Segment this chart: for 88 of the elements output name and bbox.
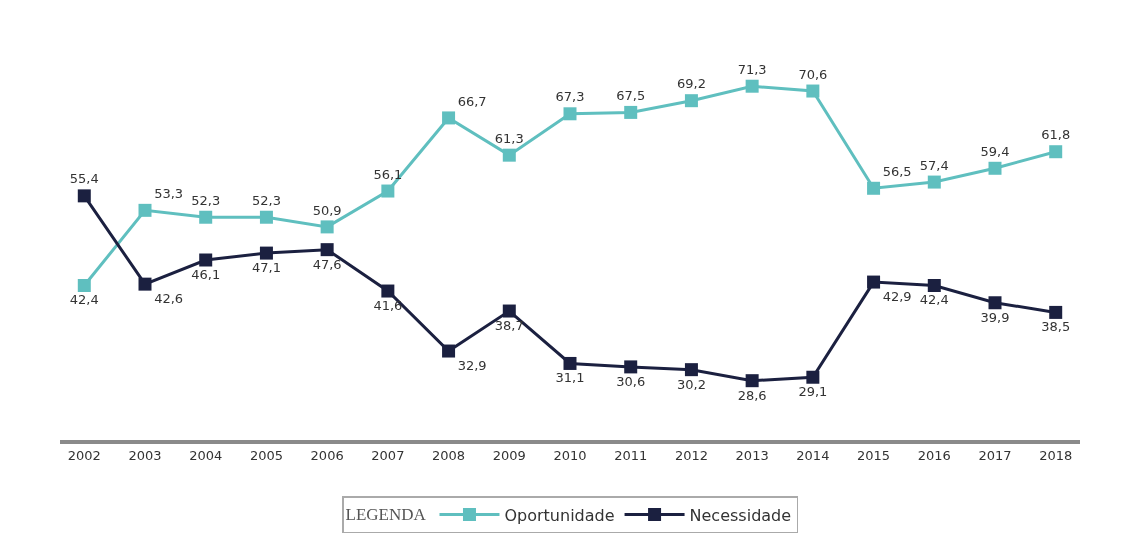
point — [988, 161, 1002, 175]
point — [1049, 305, 1063, 319]
x-tick-label: 2010 — [553, 447, 587, 463]
point — [77, 189, 91, 203]
data-label: 67,3 — [555, 89, 585, 105]
x-tick-label: 2013 — [735, 447, 769, 463]
point — [988, 296, 1002, 310]
data-label: 59,4 — [980, 143, 1010, 159]
x-tick-label: 2017 — [978, 447, 1012, 463]
data-label: 42,4 — [919, 292, 949, 308]
point — [502, 148, 516, 162]
x-tick-label: 2002 — [67, 447, 101, 463]
point — [745, 374, 759, 388]
legend-label: Necessidade — [689, 505, 792, 525]
data-label: 42,9 — [882, 288, 912, 304]
point — [806, 84, 820, 98]
data-label: 69,2 — [676, 76, 706, 92]
data-label: 66,7 — [457, 93, 487, 109]
point — [624, 105, 638, 119]
data-label: 70,6 — [798, 66, 828, 82]
x-tick-label: 2004 — [189, 447, 223, 463]
point — [259, 246, 273, 260]
data-label: 38,5 — [1041, 319, 1071, 335]
x-tick-label: 2015 — [857, 447, 891, 463]
data-label: 32,9 — [457, 357, 487, 373]
point — [138, 277, 152, 291]
point — [381, 184, 395, 198]
point — [806, 370, 820, 384]
point — [442, 111, 456, 125]
data-label: 61,3 — [494, 130, 524, 146]
point — [320, 220, 334, 234]
legend-label: Oportunidade — [504, 505, 615, 525]
point — [259, 210, 273, 224]
x-tick-label: 2008 — [432, 447, 466, 463]
x-tick-label: 2011 — [614, 447, 648, 463]
point — [381, 284, 395, 298]
x-tick-label: 2009 — [492, 447, 526, 463]
point — [199, 210, 213, 224]
data-label: 31,1 — [555, 370, 585, 386]
data-label: 29,1 — [798, 384, 828, 400]
data-label: 55,4 — [69, 171, 99, 187]
x-tick-label: 2006 — [310, 447, 344, 463]
point — [138, 203, 152, 217]
x-tick-label: 2005 — [249, 447, 283, 463]
data-label: 42,4 — [69, 292, 99, 308]
data-label: 30,6 — [616, 373, 646, 389]
x-tick-label: 2018 — [1039, 447, 1073, 463]
data-label: 47,6 — [312, 256, 342, 272]
data-label: 28,6 — [737, 387, 767, 403]
point — [1049, 145, 1063, 159]
point — [563, 107, 577, 121]
data-label: 42,6 — [154, 291, 184, 307]
x-tick-label: 2016 — [917, 447, 951, 463]
x-tick-label: 2012 — [674, 447, 708, 463]
data-label: 52,3 — [191, 192, 221, 208]
data-label: 30,2 — [676, 376, 706, 392]
x-tick-label: 2003 — [128, 447, 162, 463]
point — [927, 175, 941, 189]
data-label: 61,8 — [1041, 127, 1071, 143]
point — [927, 279, 941, 293]
data-label: 46,1 — [191, 266, 221, 282]
point — [684, 94, 698, 108]
data-label: 71,3 — [737, 61, 767, 77]
point — [77, 279, 91, 293]
data-label: 56,5 — [882, 163, 912, 179]
data-label: 47,1 — [251, 259, 281, 275]
data-label: 53,3 — [154, 185, 184, 201]
data-label: 57,4 — [919, 157, 949, 173]
point — [745, 79, 759, 93]
data-label: 50,9 — [312, 202, 342, 218]
x-tick-label: 2007 — [371, 447, 405, 463]
point — [563, 356, 577, 370]
data-label: 67,5 — [616, 88, 646, 104]
data-label: 56,1 — [373, 166, 403, 182]
data-label: 52,3 — [251, 192, 281, 208]
point — [320, 243, 334, 257]
x-tick-label: 2014 — [796, 447, 830, 463]
legend-title: LEGENDA — [345, 504, 427, 524]
data-label: 38,7 — [494, 317, 524, 333]
data-label: 39,9 — [980, 309, 1010, 325]
point — [867, 181, 881, 195]
point — [442, 344, 456, 358]
point — [624, 360, 638, 374]
point — [684, 363, 698, 377]
point — [199, 253, 213, 267]
point — [502, 304, 516, 318]
data-label: 41,6 — [373, 297, 403, 313]
point — [867, 275, 881, 289]
